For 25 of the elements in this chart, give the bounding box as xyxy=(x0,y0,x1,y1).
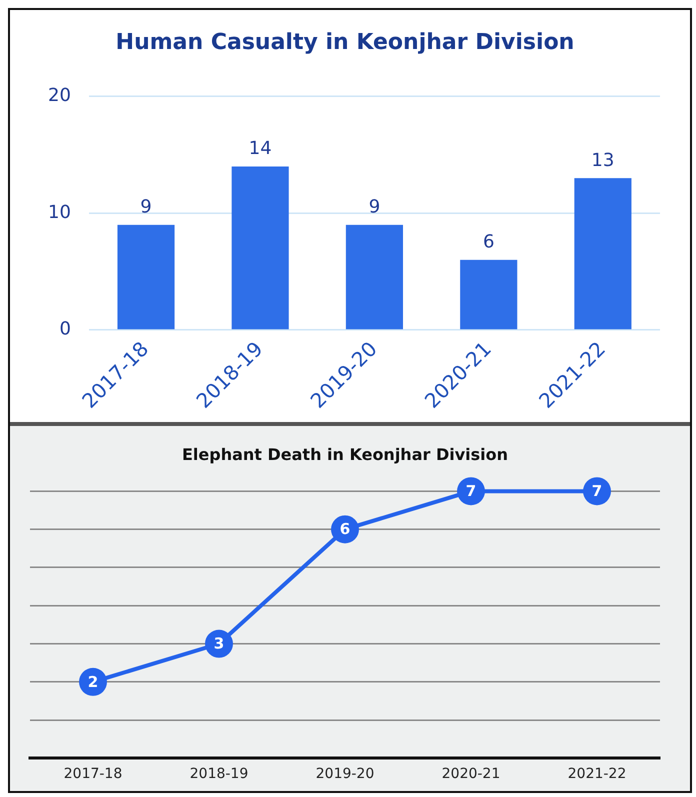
y-tick-label: 0 xyxy=(59,318,71,340)
data-label: 13 xyxy=(591,150,614,171)
data-label: 14 xyxy=(248,138,272,160)
bar xyxy=(574,178,632,330)
bar xyxy=(117,224,175,330)
data-label: 7 xyxy=(466,482,476,500)
data-label: 9 xyxy=(368,196,380,218)
chart-title: Human Casualty in Keonjhar Division xyxy=(116,30,574,55)
x-tick-label: 2018-19 xyxy=(190,766,248,782)
y-tick-label: 20 xyxy=(48,85,71,106)
x-tick-label: 2020-21 xyxy=(442,766,500,782)
data-label: 7 xyxy=(592,482,602,500)
bar xyxy=(346,224,404,330)
data-label: 3 xyxy=(214,634,224,653)
bar xyxy=(460,260,518,330)
data-label: 2 xyxy=(88,672,98,691)
bar xyxy=(232,166,289,330)
x-tick-label: 2019-20 xyxy=(316,766,374,782)
chart-title: Elephant Death in Keonjhar Division xyxy=(182,444,508,464)
x-tick-label: 2017-18 xyxy=(64,766,122,782)
x-tick-label: 2021-22 xyxy=(568,766,626,782)
y-tick-label: 10 xyxy=(48,202,71,223)
data-label: 9 xyxy=(140,196,152,218)
data-label: 6 xyxy=(340,520,350,538)
data-label: 6 xyxy=(482,232,494,253)
